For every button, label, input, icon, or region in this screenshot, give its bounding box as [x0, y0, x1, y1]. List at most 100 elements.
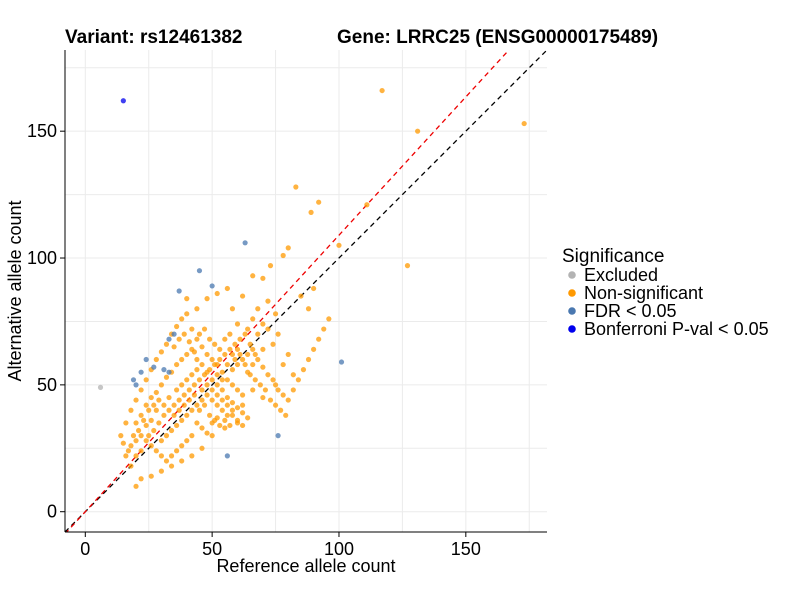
data-point: [191, 392, 197, 398]
legend-label: FDR < 0.05: [584, 301, 677, 321]
data-point: [151, 427, 157, 434]
data-point: [234, 321, 241, 327]
data-point: [143, 377, 149, 383]
data-point: [204, 392, 210, 398]
data-point: [143, 356, 149, 363]
data-point: [204, 296, 210, 302]
data-point: [184, 377, 190, 383]
data-point: [229, 382, 236, 388]
data-point: [191, 349, 197, 355]
data-point: [176, 336, 182, 342]
data-point: [171, 344, 177, 350]
data-point: [179, 443, 185, 449]
legend-swatch: [568, 325, 576, 333]
data-point: [338, 359, 345, 365]
data-point: [219, 377, 225, 383]
data-point: [123, 453, 129, 459]
legend-title: Significance: [562, 246, 664, 267]
data-point: [280, 361, 286, 368]
data-point: [239, 422, 246, 429]
data-point: [184, 351, 190, 358]
data-point: [250, 346, 256, 352]
data-point: [143, 402, 149, 408]
data-point: [209, 387, 215, 393]
data-point: [321, 326, 327, 332]
data-point: [174, 422, 180, 429]
data-point: [239, 392, 246, 398]
data-point: [125, 448, 132, 454]
data-point: [166, 369, 172, 375]
data-point: [237, 336, 243, 342]
x-tick-label: 50: [202, 539, 222, 559]
data-point: [229, 351, 236, 358]
data-point: [179, 356, 185, 363]
data-point: [133, 382, 139, 388]
data-point: [196, 331, 203, 337]
data-point: [148, 473, 154, 479]
data-point: [250, 316, 256, 322]
data-point: [275, 387, 281, 393]
data-point: [285, 351, 291, 358]
data-points: [97, 87, 527, 489]
data-point: [209, 420, 215, 426]
data-point: [201, 372, 208, 378]
data-point: [316, 336, 322, 342]
data-point: [189, 433, 195, 439]
data-point: [270, 341, 276, 347]
data-point: [404, 263, 411, 269]
data-point: [166, 336, 172, 342]
data-point: [138, 387, 144, 393]
data-point: [227, 346, 233, 352]
data-point: [242, 331, 248, 337]
data-point: [229, 306, 236, 312]
data-point: [166, 407, 172, 413]
data-point: [214, 415, 220, 421]
data-point: [176, 288, 182, 294]
data-point: [295, 377, 301, 383]
data-point: [194, 306, 200, 312]
legend-label: Excluded: [584, 265, 658, 285]
data-point: [204, 351, 210, 358]
data-point: [151, 364, 157, 370]
data-point: [179, 316, 185, 322]
data-point: [234, 387, 241, 393]
data-point: [146, 433, 152, 439]
data-point: [133, 397, 139, 403]
data-point: [260, 346, 266, 352]
data-point: [214, 372, 220, 378]
data-point: [161, 412, 167, 418]
data-point: [293, 184, 299, 190]
data-point: [163, 433, 170, 439]
x-tick-label: 0: [80, 539, 90, 559]
data-point: [326, 316, 332, 322]
data-point: [212, 361, 218, 368]
data-point: [130, 377, 137, 383]
data-point: [138, 369, 144, 375]
data-point: [267, 397, 274, 403]
data-point: [128, 463, 134, 469]
data-point: [224, 453, 230, 459]
data-point: [133, 420, 139, 426]
data-point: [242, 361, 248, 368]
data-point: [212, 341, 218, 347]
data-point: [207, 367, 213, 373]
data-point: [153, 448, 159, 454]
data-point: [168, 463, 175, 469]
y-tick-label: 100: [27, 248, 57, 268]
legend-label: Non-significant: [584, 283, 703, 303]
data-point: [158, 349, 164, 355]
data-point: [184, 438, 190, 444]
data-point: [158, 468, 164, 474]
data-point: [138, 448, 144, 454]
data-point: [229, 412, 236, 418]
data-point: [229, 400, 236, 406]
data-point: [252, 351, 258, 358]
data-point: [245, 415, 251, 421]
data-point: [275, 331, 281, 337]
data-point: [265, 298, 271, 304]
data-point: [260, 364, 266, 370]
data-point: [285, 397, 291, 403]
data-point: [298, 293, 304, 299]
data-point: [255, 331, 261, 337]
